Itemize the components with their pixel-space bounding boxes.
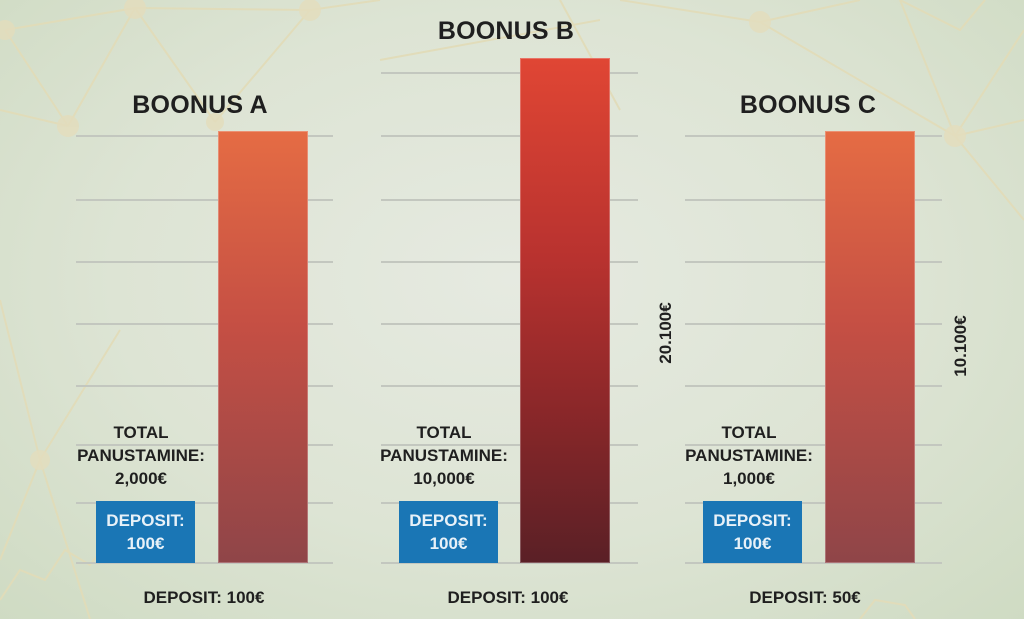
deposit-box-line2: 100€: [126, 534, 165, 553]
deposit-caption-a: DEPOSIT: 100€: [143, 588, 265, 607]
total-label-a: TOTAL PANUSTAMINE: 2,000€: [66, 421, 216, 490]
total-label-line2: PANUSTAMINE:: [380, 446, 508, 465]
gridline: [685, 444, 942, 446]
deposit-box-c: DEPOSIT: 100€: [703, 501, 802, 563]
gridline: [76, 135, 333, 137]
gridline: [685, 135, 942, 137]
total-label-line1: TOTAL: [113, 423, 169, 442]
gridline: [76, 199, 333, 201]
deposit-caption-b: DEPOSIT: 100€: [447, 588, 569, 607]
deposit-box-line2: 100€: [733, 534, 772, 553]
gridline: [381, 385, 638, 387]
gridline: [685, 562, 942, 564]
deposit-box-line1: DEPOSIT:: [713, 511, 792, 530]
gridline: [381, 135, 638, 137]
gridline: [381, 444, 638, 446]
gridline: [76, 323, 333, 325]
deposit-box-line2: 100€: [429, 534, 468, 553]
total-label-line1: TOTAL: [416, 423, 472, 442]
total-value: 1,000€: [723, 469, 775, 488]
deposit-box-a: DEPOSIT: 100€: [96, 501, 195, 563]
gridline: [76, 562, 333, 564]
total-label-b: TOTAL PANUSTAMINE: 10,000€: [369, 421, 519, 490]
gridline: [76, 502, 333, 504]
gridline: [381, 199, 638, 201]
panel-boonus-a: BOONUS A TOTAL PANUSTAMINE: 2,000€ DEPOS…: [0, 0, 345, 619]
gridline: [685, 502, 942, 504]
total-label-line2: PANUSTAMINE:: [77, 446, 205, 465]
total-value: 2,000€: [115, 469, 167, 488]
deposit-caption-c: DEPOSIT: 50€: [749, 588, 861, 607]
total-label-line1: TOTAL: [721, 423, 777, 442]
gridline: [76, 261, 333, 263]
bar-total-c: [825, 131, 915, 563]
panel-title: BOONUS A: [132, 91, 268, 119]
total-value: 10,000€: [413, 469, 475, 488]
panel-title: BOONUS B: [437, 17, 575, 45]
deposit-box-line1: DEPOSIT:: [409, 511, 488, 530]
gridline: [381, 261, 638, 263]
deposit-box-b: DEPOSIT: 100€: [399, 501, 498, 563]
gridline: [76, 444, 333, 446]
gridline: [685, 323, 942, 325]
gridline: [76, 385, 333, 387]
gridline: [381, 72, 638, 74]
panel-boonus-b: BOONUS B TOTAL PANUSTAMINE: 10,000€ DEPO…: [369, 17, 675, 607]
bar-total-a: [218, 131, 308, 563]
gridline: [685, 261, 942, 263]
side-value-c: 10.100€: [951, 315, 970, 377]
panel-title: BOONUS C: [739, 91, 877, 119]
bar-total-b: [520, 58, 610, 563]
gridline: [685, 385, 942, 387]
gridline: [381, 323, 638, 325]
gridline: [381, 502, 638, 504]
deposit-box-line1: DEPOSIT:: [106, 511, 185, 530]
total-label-c: TOTAL PANUSTAMINE: 1,000€: [674, 421, 824, 490]
gridline: [381, 562, 638, 564]
gridline: [685, 199, 942, 201]
total-label-line2: PANUSTAMINE:: [685, 446, 813, 465]
